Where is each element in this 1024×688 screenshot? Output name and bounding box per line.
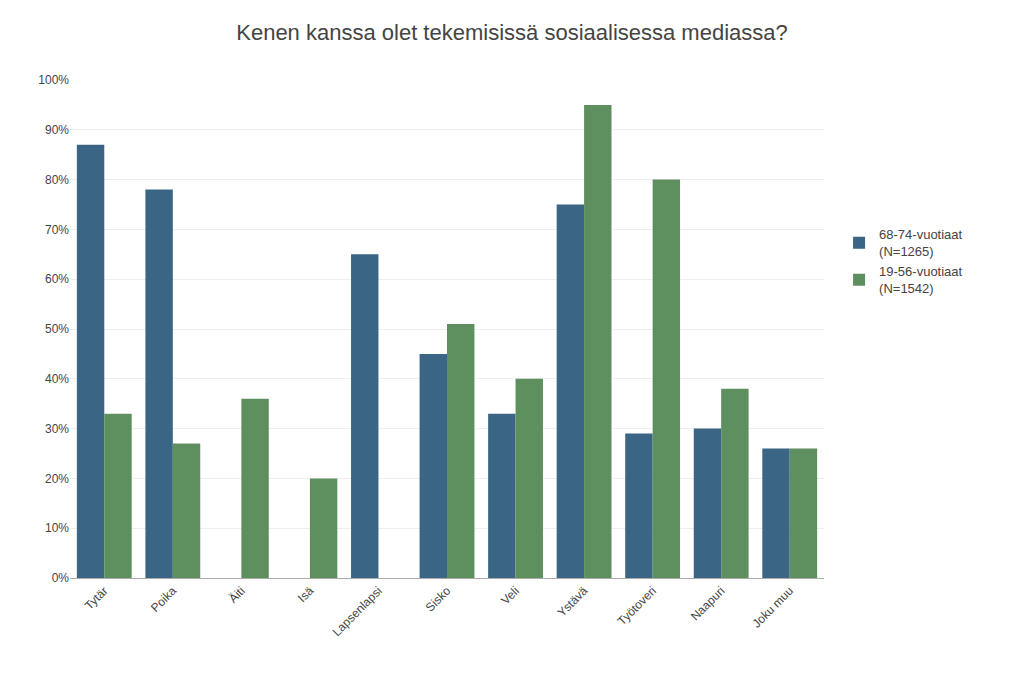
svg-text:Tytär: Tytär [82, 584, 111, 613]
svg-text:50%: 50% [45, 322, 69, 336]
svg-text:68-74-vuotiaat(N=1265): 68-74-vuotiaat(N=1265) [879, 227, 962, 259]
svg-text:Ystävä: Ystävä [555, 584, 591, 620]
svg-text:100%: 100% [38, 73, 69, 87]
svg-text:20%: 20% [45, 472, 69, 486]
svg-text:60%: 60% [45, 272, 69, 286]
svg-text:90%: 90% [45, 123, 69, 137]
svg-text:30%: 30% [45, 422, 69, 436]
svg-text:19-56-vuotiaat(N=1542): 19-56-vuotiaat(N=1542) [879, 264, 962, 296]
svg-text:Poika: Poika [148, 584, 179, 615]
svg-text:Joku muu: Joku muu [749, 584, 796, 631]
svg-text:Naapuri: Naapuri [688, 584, 728, 624]
svg-text:Äiti: Äiti [226, 584, 248, 606]
svg-text:Veli: Veli [498, 584, 522, 608]
svg-text:40%: 40% [45, 372, 69, 386]
svg-text:80%: 80% [45, 173, 69, 187]
svg-text:Lapsenlapsi: Lapsenlapsi [330, 584, 385, 639]
svg-text:Isä: Isä [295, 584, 316, 605]
svg-text:Kenen kanssa olet tekemisissä: Kenen kanssa olet tekemisissä sosiaalise… [236, 20, 788, 45]
svg-text:10%: 10% [45, 521, 69, 535]
svg-text:Sisko: Sisko [423, 584, 454, 615]
svg-text:70%: 70% [45, 223, 69, 237]
svg-text:0%: 0% [52, 571, 70, 585]
svg-text:Työtoveri: Työtoveri [615, 584, 659, 628]
